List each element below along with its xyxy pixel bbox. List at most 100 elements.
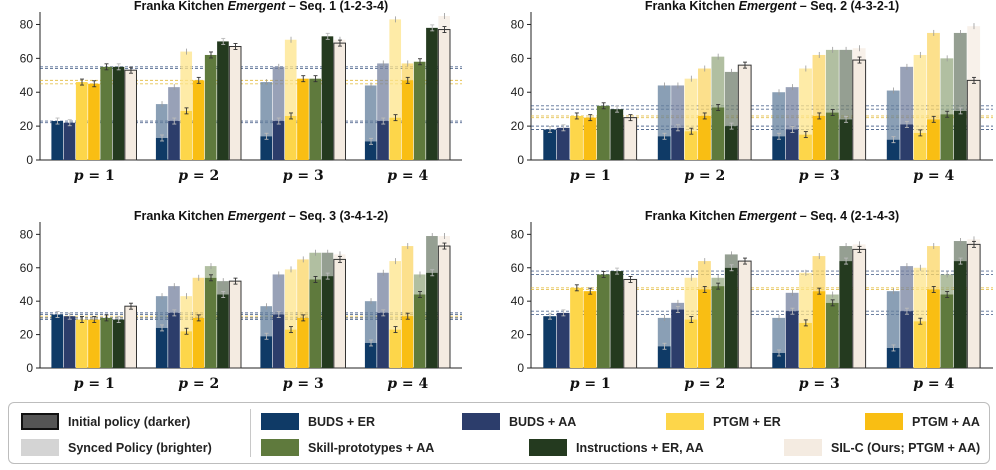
bar-initial	[610, 271, 624, 368]
bar-synced	[839, 49, 853, 120]
bar-synced	[192, 277, 205, 318]
bar-initial	[124, 69, 137, 161]
bar-initial	[927, 289, 940, 368]
bar-synced	[825, 49, 839, 113]
y-tick-label: 60	[20, 261, 34, 275]
legend-instructions-label: Instructions + ER, AA	[576, 440, 704, 455]
y-tick-label: 60	[20, 51, 34, 65]
bar-initial	[75, 82, 88, 160]
bar-synced	[671, 85, 685, 128]
bar-initial	[570, 115, 583, 160]
y-tick-label: 40	[511, 85, 525, 99]
x-tick-label-value: = 1	[580, 376, 611, 392]
bar-initial	[913, 132, 927, 160]
bar-initial	[426, 272, 438, 368]
x-tick-label-value: = 4	[397, 376, 428, 392]
bar-initial	[413, 294, 426, 368]
x-tick-label: p = 1	[74, 168, 115, 184]
bar-synced	[953, 241, 967, 262]
bar-initial	[88, 83, 100, 160]
chart-title-prefix: Franka Kitchen	[134, 0, 228, 13]
chart-title-prefix: Franka Kitchen	[645, 209, 739, 223]
bar-synced	[927, 246, 940, 290]
bar-initial	[401, 80, 414, 160]
legend-silc-swatch	[784, 439, 822, 456]
bar-initial	[389, 117, 402, 160]
x-tick-label-var: p	[74, 168, 84, 184]
bar-initial	[812, 291, 826, 368]
x-tick-label-var: p	[387, 376, 397, 392]
chart-panel-2: Franka Kitchen Emergent – Seq. 2 (4-3-2-…	[511, 0, 993, 184]
bar-initial	[785, 129, 799, 160]
bar-initial	[321, 36, 334, 161]
x-tick-label-var: p	[799, 376, 809, 392]
bar-synced	[401, 63, 414, 81]
y-tick-label: 0	[517, 361, 524, 375]
x-tick-label-value: = 1	[84, 168, 115, 184]
bar-synced	[724, 71, 738, 127]
x-tick-label: p = 2	[178, 376, 219, 392]
bar-initial	[413, 61, 426, 160]
bar-initial	[100, 66, 113, 160]
bar-initial	[364, 342, 377, 368]
bar-initial	[100, 317, 113, 368]
x-tick-label-value: = 3	[809, 376, 840, 392]
bar-initial	[737, 260, 752, 369]
bar-initial	[556, 127, 570, 160]
legend-buds-aa-swatch	[462, 413, 500, 430]
bar-synced	[377, 63, 389, 122]
bar-initial	[364, 141, 377, 160]
legend-instructions: Instructions + ER, AA	[529, 439, 704, 456]
bar-synced	[913, 54, 927, 133]
bar-synced	[698, 68, 711, 116]
bar-initial	[204, 277, 217, 368]
bar-initial	[825, 112, 839, 160]
legend-ptgm-er-swatch	[666, 413, 704, 430]
x-tick-label-var: p	[913, 376, 923, 392]
bar-synced	[204, 266, 217, 278]
x-tick-label-value: = 2	[188, 376, 219, 392]
bar-initial	[401, 316, 414, 368]
legend-ptgm-er: PTGM + ER	[666, 413, 781, 430]
bar-synced	[900, 266, 914, 312]
bar-initial	[228, 280, 242, 369]
bar-initial	[192, 317, 205, 368]
legend-ptgm-aa-label: PTGM + AA	[912, 414, 980, 429]
y-tick-label: 40	[20, 294, 34, 308]
bar-initial	[657, 136, 671, 160]
bar-initial	[940, 114, 954, 160]
bar-synced	[812, 256, 826, 292]
x-tick-label-var: p	[570, 376, 580, 392]
chart-title-suffix: – Seq. 1 (1-2-3-4)	[285, 0, 388, 13]
x-tick-label: p = 3	[283, 376, 324, 392]
bar-initial	[333, 42, 346, 161]
bar-synced	[272, 274, 285, 315]
bar-initial	[900, 124, 914, 160]
x-tick-label-value: = 4	[923, 168, 954, 184]
x-tick-label-value: = 3	[293, 168, 324, 184]
chart-figure: Franka Kitchen Emergent – Seq. 1 (1-2-3-…	[20, 0, 993, 392]
bar-initial	[953, 261, 967, 368]
y-tick-label: 60	[511, 51, 525, 65]
bar-initial	[785, 311, 799, 368]
bar-initial	[260, 336, 273, 368]
bar-initial	[886, 139, 900, 160]
bar-initial	[426, 27, 438, 160]
legend-silc: SIL-C (Ours; PTGM + AA)	[784, 439, 980, 456]
bar-initial	[309, 78, 322, 160]
bar-initial	[886, 347, 900, 368]
bar-initial	[63, 316, 76, 368]
chart-panel-4: Franka Kitchen Emergent – Seq. 4 (2-1-4-…	[511, 209, 993, 392]
bar-synced	[168, 87, 180, 122]
bar-synced	[799, 272, 812, 323]
x-tick-label: p = 4	[387, 168, 428, 184]
bar-initial	[217, 294, 229, 368]
bar-initial	[852, 248, 867, 369]
bar-initial	[570, 287, 583, 368]
bar-initial	[671, 127, 685, 160]
chart-title-prefix: Franka Kitchen	[134, 209, 228, 223]
bar-synced	[900, 66, 914, 125]
bar-synced	[217, 281, 229, 295]
bar-initial	[51, 121, 64, 160]
bar-synced	[389, 19, 402, 118]
